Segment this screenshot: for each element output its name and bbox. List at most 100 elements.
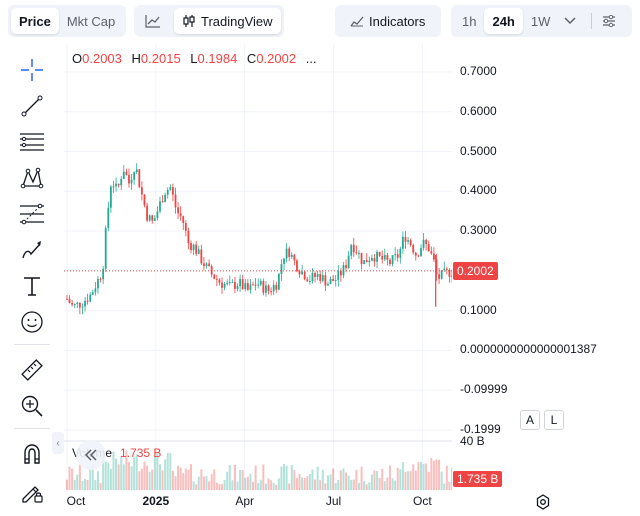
chart-settings-gear[interactable] (533, 492, 553, 512)
candle-body (133, 172, 136, 180)
candle-body (402, 236, 404, 249)
volume-bar (352, 479, 355, 490)
volume-tag: 1.735 B (453, 471, 503, 487)
trend-line-icon (21, 95, 43, 117)
candle-body (81, 306, 84, 308)
candle-body (246, 283, 249, 290)
lock-draw-tool[interactable] (18, 478, 46, 506)
ruler-tool[interactable] (18, 356, 46, 384)
crosshair-tool[interactable] (18, 56, 46, 84)
volume-bar (285, 465, 288, 490)
legend-more-button[interactable]: ... (305, 51, 317, 66)
interval-1w[interactable]: 1W (530, 13, 551, 29)
tradingview-button[interactable]: TradingView (174, 8, 281, 34)
candle-body (427, 243, 430, 252)
chart-toolbar: Price Mkt Cap TradingView Indicators 1h … (0, 0, 640, 44)
candle-body (107, 207, 110, 228)
fib-retracement-tool[interactable] (18, 200, 46, 228)
volume-bar (438, 459, 441, 490)
volume-bar (293, 470, 296, 490)
volume-bar (388, 465, 391, 490)
market-cap-tab[interactable]: Mkt Cap (66, 13, 116, 29)
pattern-tool[interactable] (18, 164, 46, 192)
volume-bar (363, 481, 366, 490)
horizontal-lines-tool[interactable] (18, 128, 46, 156)
candle-body (195, 244, 198, 254)
indicators-button[interactable]: Indicators (335, 5, 441, 37)
volume-bar (430, 457, 433, 490)
volume-bar (228, 465, 231, 490)
volume-bar (96, 471, 99, 490)
auto-scale-button[interactable]: A (520, 410, 540, 430)
interval-1h[interactable]: 1h (462, 13, 477, 29)
volume-bar (259, 479, 262, 490)
candle-body (141, 187, 143, 195)
volume-bar (197, 476, 200, 490)
candle-body (143, 194, 146, 206)
price-tick-label: 0.4000 (460, 183, 497, 198)
emoji-tool[interactable] (18, 308, 46, 336)
close-value: 0.2002 (256, 51, 297, 66)
volume-bar (205, 476, 208, 490)
candle-body (425, 239, 428, 244)
volume-bar (347, 475, 350, 490)
log-scale-button[interactable]: L (544, 410, 564, 430)
candle-body (151, 215, 154, 221)
volume-bar (171, 470, 174, 490)
text-tool[interactable] (18, 272, 46, 300)
candle-body (174, 194, 177, 208)
volume-bar (443, 483, 446, 490)
candle-body (76, 302, 79, 305)
emoji-icon (21, 311, 43, 333)
brush-icon (22, 241, 41, 259)
volume-bar (177, 465, 180, 490)
candle-body (272, 284, 275, 292)
trend-line-tool[interactable] (18, 92, 46, 120)
volume-bar (342, 468, 345, 490)
chart-settings-button[interactable] (596, 8, 627, 34)
candle-body (231, 282, 234, 284)
zoom-in-tool[interactable] (18, 392, 46, 420)
price-tick-label: -0.09999 (460, 382, 508, 397)
candle-body (383, 255, 386, 260)
volume-bar (179, 467, 182, 490)
volume-bar (272, 482, 275, 490)
candle-body (280, 263, 283, 274)
volume-bar (76, 474, 79, 490)
candle-body (352, 244, 355, 253)
candle-body (156, 211, 159, 219)
line-chart-button[interactable] (137, 8, 174, 34)
interval-24h[interactable]: 24h (484, 8, 523, 34)
volume-bar (153, 456, 156, 490)
collapse-toolbar-handle[interactable]: ‹ (52, 432, 64, 454)
price-tick-label: 0.7000 (460, 63, 497, 78)
candle-body (332, 278, 335, 282)
volume-bar (378, 478, 381, 490)
candle-body (339, 270, 342, 276)
candle-body (177, 207, 179, 214)
volume-bar (376, 470, 379, 490)
volume-bar (308, 474, 311, 490)
magnet-tool[interactable] (18, 440, 46, 468)
candle-body (239, 279, 241, 287)
volume-bar (94, 479, 97, 490)
price-chart[interactable] (64, 44, 452, 490)
scroll-to-realtime-button[interactable] (76, 440, 106, 470)
more-intervals-button[interactable] (558, 8, 587, 34)
tradingview-label: TradingView (201, 13, 273, 29)
brush-tool[interactable] (18, 236, 46, 264)
volume-bar (396, 467, 399, 490)
candle-body (234, 282, 236, 289)
volume-bar (332, 468, 335, 490)
volume-bar (275, 484, 278, 490)
price-axis[interactable]: 0.7000 0.6000 0.5000 0.4000 0.3000 0.1000 0.00… (452, 44, 640, 490)
volume-bar (334, 483, 337, 490)
candle-body (394, 254, 397, 256)
time-axis[interactable]: Oct 2025 Apr Jul Oct (64, 490, 452, 516)
volume-bar (319, 480, 322, 490)
candle-body (314, 273, 316, 277)
candle-body (360, 252, 363, 265)
volume-bar (324, 483, 327, 490)
price-tab[interactable]: Price (11, 8, 59, 34)
candle-body (172, 187, 174, 195)
